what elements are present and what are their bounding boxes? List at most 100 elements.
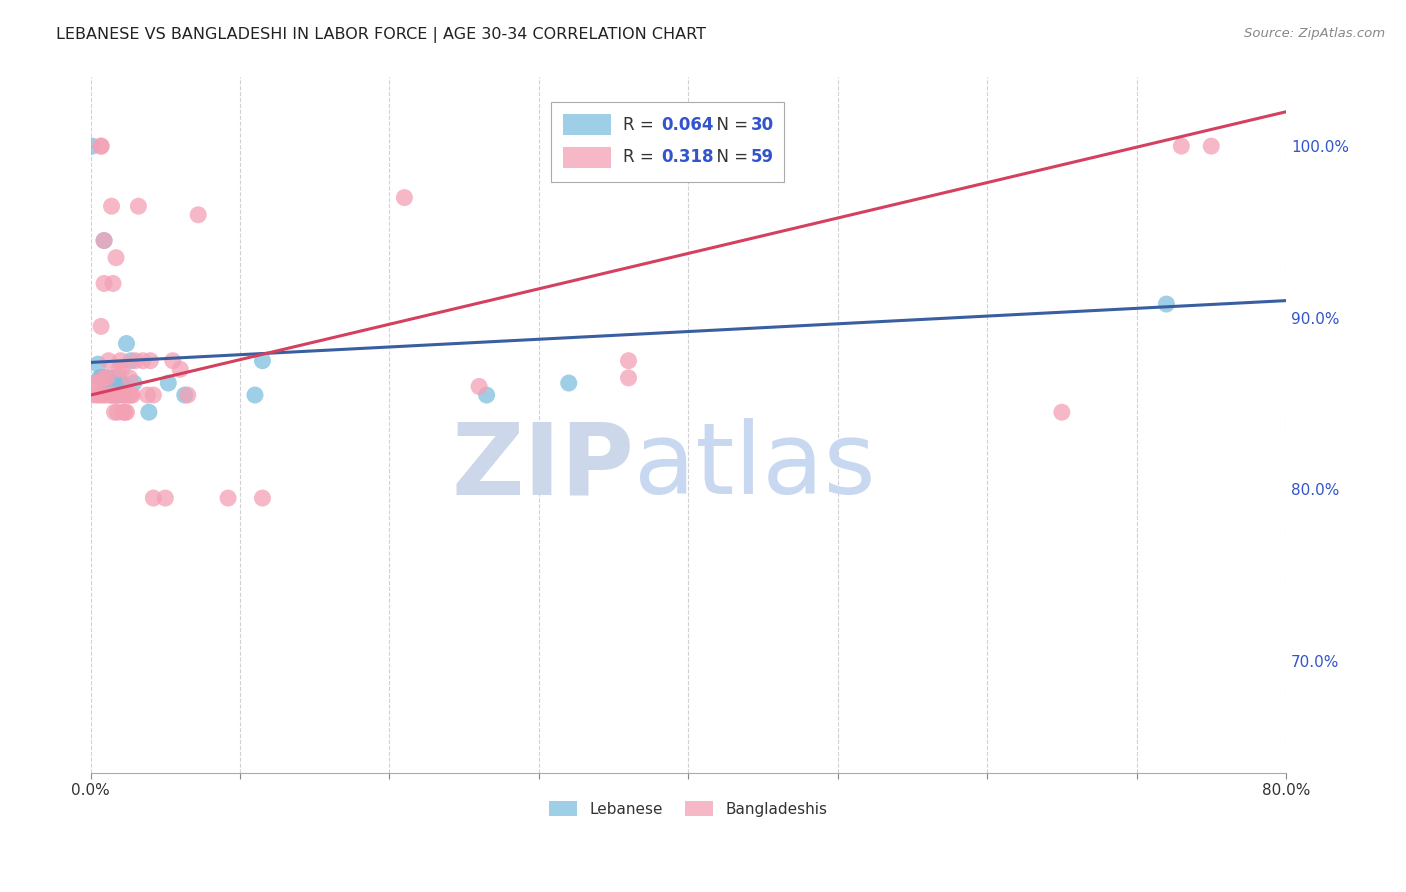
Point — [112, 388, 135, 402]
Point — [97, 371, 120, 385]
Point — [177, 388, 200, 402]
Point — [111, 362, 134, 376]
Text: 59: 59 — [751, 148, 773, 167]
Point — [82, 388, 104, 402]
Text: N =: N = — [706, 148, 754, 167]
Point — [94, 388, 117, 402]
Point — [121, 388, 143, 402]
Point — [101, 388, 124, 402]
Point — [394, 191, 416, 205]
Point — [111, 376, 134, 390]
Point — [155, 491, 177, 505]
Point — [217, 491, 239, 505]
Point — [187, 208, 209, 222]
Point — [124, 353, 146, 368]
Point — [103, 405, 125, 419]
Point — [103, 376, 125, 390]
Point — [84, 376, 107, 390]
Point — [617, 353, 640, 368]
Point — [103, 388, 125, 402]
Point — [112, 405, 135, 419]
Point — [87, 357, 110, 371]
Point — [142, 491, 165, 505]
Point — [118, 388, 141, 402]
Point — [94, 376, 117, 390]
Point — [617, 371, 640, 385]
Point — [105, 251, 128, 265]
Point — [1199, 139, 1222, 153]
Point — [115, 405, 138, 419]
Point — [110, 353, 132, 368]
Point — [96, 371, 118, 385]
Text: LEBANESE VS BANGLADESHI IN LABOR FORCE | AGE 30-34 CORRELATION CHART: LEBANESE VS BANGLADESHI IN LABOR FORCE |… — [56, 27, 706, 43]
FancyBboxPatch shape — [562, 114, 610, 136]
Point — [87, 376, 110, 390]
Text: 30: 30 — [751, 116, 773, 134]
Point — [475, 388, 498, 402]
Point — [169, 362, 191, 376]
Point — [90, 139, 112, 153]
Point — [1050, 405, 1073, 419]
Point — [82, 139, 104, 153]
Point — [89, 371, 111, 385]
Point — [114, 405, 136, 419]
Point — [468, 379, 491, 393]
Point — [122, 376, 145, 390]
FancyBboxPatch shape — [551, 102, 785, 182]
Point — [112, 388, 135, 402]
Point — [98, 388, 121, 402]
Point — [139, 353, 162, 368]
Point — [100, 199, 122, 213]
Point — [142, 388, 165, 402]
Text: Source: ZipAtlas.com: Source: ZipAtlas.com — [1244, 27, 1385, 40]
Point — [107, 388, 129, 402]
Point — [157, 376, 180, 390]
Text: N =: N = — [706, 116, 754, 134]
Point — [243, 388, 266, 402]
Legend: Lebanese, Bangladeshis: Lebanese, Bangladeshis — [541, 793, 835, 824]
Point — [91, 371, 114, 385]
Point — [127, 199, 149, 213]
Point — [110, 376, 132, 390]
Point — [93, 234, 115, 248]
Point — [117, 388, 139, 402]
Point — [97, 353, 120, 368]
Point — [90, 319, 112, 334]
Text: ZIP: ZIP — [451, 418, 634, 516]
Point — [1156, 297, 1178, 311]
Text: R =: R = — [623, 148, 658, 167]
Point — [252, 353, 274, 368]
Point — [90, 371, 112, 385]
Point — [86, 388, 108, 402]
Point — [138, 405, 160, 419]
Point — [252, 491, 274, 505]
Point — [132, 353, 155, 368]
Point — [100, 388, 122, 402]
Point — [162, 353, 184, 368]
Point — [558, 376, 581, 390]
Point — [93, 371, 115, 385]
FancyBboxPatch shape — [562, 147, 610, 168]
Point — [101, 371, 124, 385]
Text: atlas: atlas — [634, 418, 876, 516]
Point — [108, 388, 131, 402]
Point — [91, 388, 114, 402]
Point — [136, 388, 159, 402]
Point — [120, 353, 142, 368]
Point — [107, 405, 129, 419]
Point — [90, 139, 112, 153]
Point — [107, 371, 129, 385]
Point — [93, 371, 115, 385]
Point — [173, 388, 195, 402]
Point — [93, 234, 115, 248]
Point — [1170, 139, 1192, 153]
Point — [101, 277, 124, 291]
Point — [98, 376, 121, 390]
Point — [118, 371, 141, 385]
Point — [96, 371, 118, 385]
Point — [93, 277, 115, 291]
Point — [89, 388, 111, 402]
Text: 0.064: 0.064 — [661, 116, 713, 134]
Point — [108, 362, 131, 376]
Point — [115, 336, 138, 351]
